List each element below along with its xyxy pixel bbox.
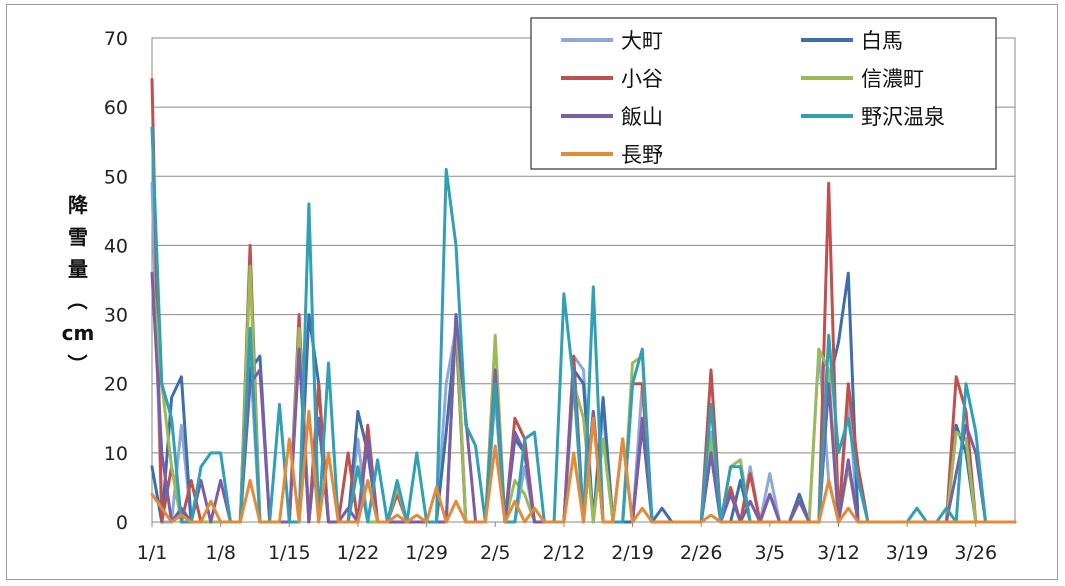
x-tick-label: 1/29 xyxy=(405,542,448,564)
legend-label: 飯山 xyxy=(621,105,663,129)
legend-entry: 長野 xyxy=(561,143,663,167)
y-axis-label-char: 量 xyxy=(68,257,88,281)
y-tick-label: 30 xyxy=(104,305,128,327)
y-axis-label-char: 雪 xyxy=(68,225,88,249)
legend-entry: 野沢温泉 xyxy=(801,105,945,129)
series-lines xyxy=(150,78,1017,524)
series-line xyxy=(150,126,1017,524)
y-tick-label: 60 xyxy=(104,97,128,119)
y-tick-label: 20 xyxy=(104,374,128,396)
legend-entry: 白馬 xyxy=(801,29,903,53)
y-tick-label: 50 xyxy=(104,166,128,188)
x-tick-label: 2/12 xyxy=(543,542,586,564)
series-line xyxy=(150,181,1017,524)
y-tick-label: 0 xyxy=(116,512,128,534)
legend-label: 信濃町 xyxy=(861,67,924,91)
x-tick-label: 2/26 xyxy=(680,542,723,564)
x-tick-label: 1/8 xyxy=(205,542,236,564)
x-tick-label: 1/15 xyxy=(268,542,311,564)
y-axis-label-char: cm xyxy=(62,321,95,345)
y-tick-label: 10 xyxy=(104,443,128,465)
series-line xyxy=(150,271,1017,524)
legend-entry: 飯山 xyxy=(561,105,663,129)
y-axis-label: 降雪量 （ cm ） xyxy=(62,193,95,374)
legend-label: 大町 xyxy=(621,29,663,53)
x-tick-label: 1/1 xyxy=(137,542,168,564)
y-tick-label: 40 xyxy=(104,235,128,257)
y-axis-label-char: 降 xyxy=(68,193,89,217)
x-tick-label: 3/12 xyxy=(817,542,860,564)
legend-entry: 大町 xyxy=(561,29,663,53)
x-tick-label: 1/22 xyxy=(337,542,380,564)
y-axis-label-char: ） xyxy=(65,354,89,374)
series-1 xyxy=(150,181,1017,524)
x-tick-label: 2/5 xyxy=(480,542,511,564)
y-axis-label-char: （ xyxy=(65,290,89,310)
legend-label: 長野 xyxy=(621,143,663,167)
x-tick-label: 2/19 xyxy=(611,542,654,564)
x-tick-label: 3/5 xyxy=(755,542,786,564)
y-tick-label: 70 xyxy=(104,28,128,50)
legend-label: 白馬 xyxy=(861,29,903,53)
legend-entry: 信濃町 xyxy=(801,67,924,91)
legend-label: 小谷 xyxy=(621,67,663,91)
series-line xyxy=(150,409,1017,524)
legend-box xyxy=(530,17,997,170)
legend-entry: 小谷 xyxy=(561,67,663,91)
x-tick-label: 3/19 xyxy=(886,542,929,564)
x-tick-label: 3/26 xyxy=(954,542,997,564)
series-2 xyxy=(150,271,1017,524)
series-7 xyxy=(150,409,1017,524)
legend-label: 野沢温泉 xyxy=(861,105,945,129)
series-6 xyxy=(150,126,1017,524)
